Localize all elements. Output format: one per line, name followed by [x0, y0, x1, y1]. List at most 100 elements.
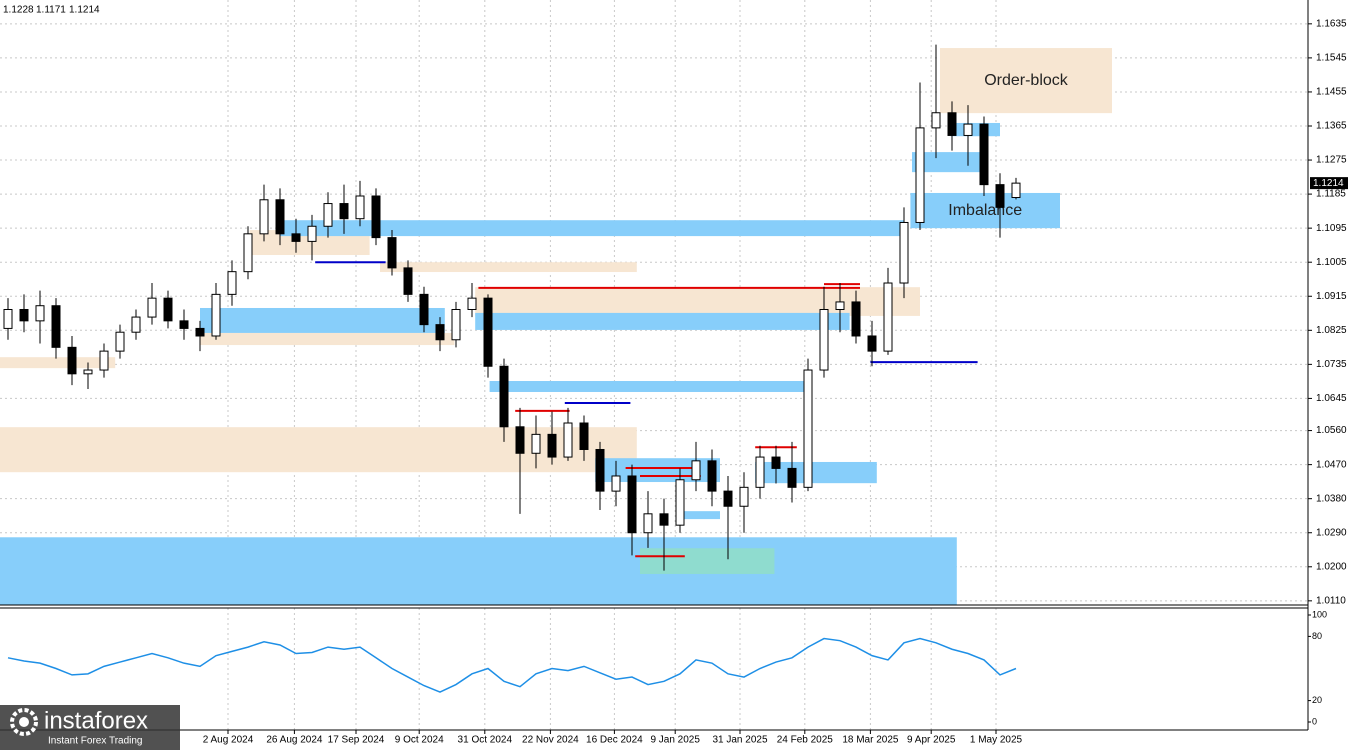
x-tick-label: 26 Aug 2024 [266, 735, 323, 746]
candle-body [515, 426, 525, 454]
candle-body [915, 127, 925, 223]
y-tick-label: 1.0110 [1316, 595, 1346, 606]
y-tick-label: 1.0645 [1316, 393, 1347, 404]
candles [3, 44, 1021, 571]
zone [380, 262, 637, 273]
candle-body [355, 195, 365, 220]
candle-body [499, 365, 509, 428]
candle-body [595, 448, 605, 492]
candle-body [979, 123, 989, 186]
ohlc-high: 1.1228 [3, 5, 34, 16]
candle-body [963, 123, 973, 136]
candle-body [451, 308, 461, 341]
candle-body [291, 233, 301, 242]
indicator-tick-label: 0 [1312, 716, 1317, 726]
candle-body [131, 316, 141, 333]
y-tick-label: 1.0470 [1316, 459, 1347, 470]
indicator-tick-label: 100 [1312, 609, 1327, 619]
candle-body [611, 475, 621, 492]
y-tick-label: 1.1455 [1316, 87, 1347, 98]
x-tick-label: 31 Jan 2025 [712, 735, 767, 746]
zone [0, 357, 116, 369]
watermark-bg [0, 705, 180, 750]
zone [640, 548, 775, 574]
zone-label: Order-block [984, 72, 1069, 89]
grid [0, 0, 1308, 730]
candle-body [659, 513, 669, 526]
y-tick-label: 1.0735 [1316, 359, 1347, 370]
x-tick-label: 31 Oct 2024 [458, 735, 513, 746]
zone [475, 312, 850, 330]
x-tick-label: 16 Dec 2024 [586, 735, 643, 746]
y-tick-label: 1.1545 [1316, 53, 1347, 64]
x-tick-label: 24 Feb 2025 [777, 735, 834, 746]
zone [489, 381, 812, 392]
zone [940, 48, 1112, 114]
x-tick-label: 9 Jan 2025 [650, 735, 700, 746]
candle-body [899, 221, 909, 284]
candle-body [867, 335, 877, 352]
candle-body [835, 301, 845, 310]
zone [910, 192, 1060, 229]
candle-body [403, 267, 413, 295]
candle-body [115, 331, 125, 352]
candle-body [531, 433, 541, 454]
zone [280, 220, 904, 237]
zone [200, 332, 455, 346]
candle-body [675, 479, 685, 526]
zone [950, 122, 1000, 137]
zone [680, 511, 720, 520]
candle-body [67, 346, 77, 375]
candle-body [995, 184, 1005, 208]
indicator-tick-label: 80 [1312, 631, 1322, 641]
candle-body [163, 297, 173, 322]
y-tick-label: 1.1365 [1316, 121, 1347, 132]
candle-body [323, 203, 333, 227]
zone [0, 537, 957, 605]
zone [0, 427, 637, 473]
zone [200, 307, 445, 333]
ohlc-low: 1.1171 [36, 5, 66, 16]
candle-body [755, 456, 765, 488]
candle-body [83, 369, 93, 375]
price-tag: 1.1214 [1313, 178, 1344, 189]
candle-body [243, 233, 253, 273]
logo-gear [10, 708, 38, 736]
candle-body [547, 433, 557, 458]
zone [755, 461, 877, 484]
candle-body [179, 320, 189, 329]
x-tick-label: 17 Sep 2024 [328, 735, 385, 746]
candle-body [99, 350, 109, 371]
price-tag-bg [1310, 177, 1348, 190]
zone [912, 152, 980, 173]
candle-body [387, 237, 397, 269]
watermark: instaforex Instant Forex Trading [0, 705, 180, 750]
candle-body [483, 297, 493, 367]
x-tick-label: 2 Aug 2024 [203, 735, 254, 746]
candle-body [307, 225, 317, 242]
candle-body [1011, 182, 1021, 199]
y-tick-label: 1.1635 [1316, 18, 1347, 29]
x-tick-label: 1 May 2025 [970, 735, 1023, 746]
brand: instaforex [44, 707, 148, 734]
y-tick-label: 1.1095 [1316, 223, 1347, 234]
x-tick-label: 9 Apr 2025 [907, 735, 956, 746]
y-tick-label: 1.1005 [1316, 257, 1347, 268]
candle-body [227, 271, 237, 295]
candle-body [739, 486, 749, 507]
y-tick-label: 1.0200 [1316, 561, 1347, 572]
logo-core [19, 717, 29, 727]
candle-body [275, 199, 285, 235]
candle-body [35, 305, 45, 322]
candle-body [819, 308, 829, 371]
candle-body [563, 422, 573, 458]
candle-body [787, 467, 797, 488]
candle-body [51, 305, 61, 348]
y-tick-label: 1.1185 [1316, 189, 1346, 200]
ohlc-close: 1.1214 [69, 5, 100, 16]
x-tick-label: 18 Mar 2025 [842, 735, 899, 746]
tagline: Instant Forex Trading [48, 736, 143, 747]
candle-body [371, 195, 381, 239]
indicator-line [7, 637, 1017, 693]
